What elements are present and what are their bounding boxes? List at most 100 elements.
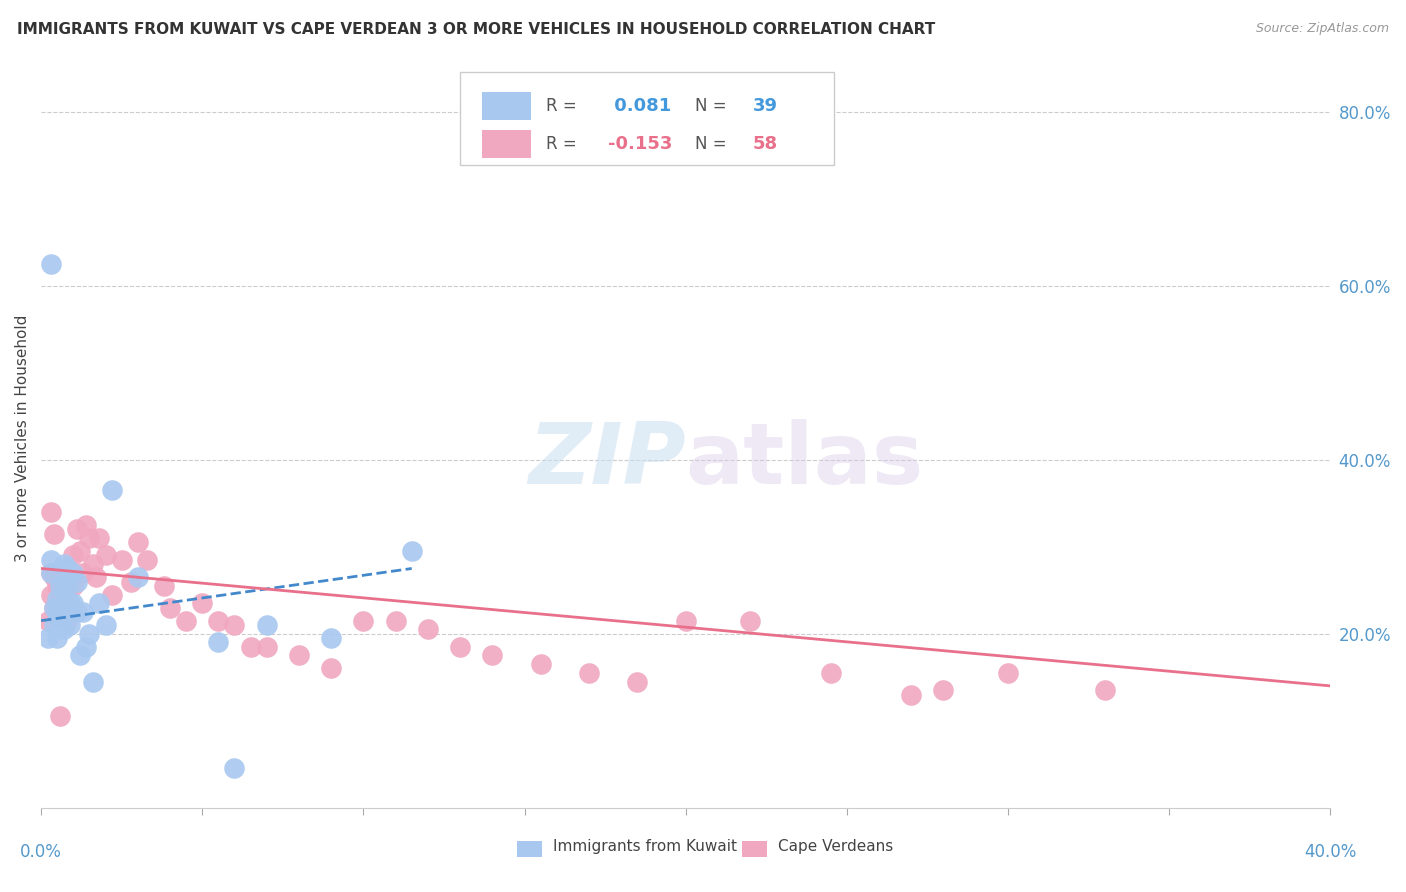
Point bbox=[87, 596, 110, 610]
Point bbox=[52, 623, 75, 637]
Point bbox=[75, 518, 97, 533]
Point bbox=[62, 549, 84, 563]
Point bbox=[72, 566, 94, 580]
Point bbox=[256, 640, 278, 654]
Point bbox=[384, 614, 406, 628]
Point bbox=[65, 574, 87, 589]
Point bbox=[82, 674, 104, 689]
Point bbox=[49, 579, 72, 593]
Point bbox=[65, 522, 87, 536]
Point bbox=[56, 583, 79, 598]
Point bbox=[56, 579, 79, 593]
Text: Cape Verdeans: Cape Verdeans bbox=[779, 839, 894, 855]
Text: ZIP: ZIP bbox=[529, 418, 686, 501]
Point bbox=[191, 596, 214, 610]
Point bbox=[101, 588, 124, 602]
Point bbox=[932, 683, 955, 698]
Point bbox=[62, 579, 84, 593]
Point bbox=[56, 614, 79, 628]
Text: IMMIGRANTS FROM KUWAIT VS CAPE VERDEAN 3 OR MORE VEHICLES IN HOUSEHOLD CORRELATI: IMMIGRANTS FROM KUWAIT VS CAPE VERDEAN 3… bbox=[17, 22, 935, 37]
Point bbox=[39, 588, 62, 602]
Point bbox=[224, 618, 246, 632]
Point bbox=[49, 591, 72, 606]
Point bbox=[42, 526, 65, 541]
Point bbox=[49, 600, 72, 615]
Point bbox=[46, 609, 69, 624]
Point bbox=[69, 544, 91, 558]
Point bbox=[42, 600, 65, 615]
Point bbox=[207, 614, 229, 628]
Point bbox=[49, 709, 72, 723]
Point bbox=[69, 648, 91, 663]
Point bbox=[62, 596, 84, 610]
Bar bbox=[482, 92, 531, 120]
Point bbox=[59, 600, 82, 615]
Point bbox=[111, 553, 134, 567]
Point bbox=[49, 614, 72, 628]
Text: 58: 58 bbox=[752, 135, 778, 153]
Point bbox=[449, 640, 471, 654]
Text: 0.081: 0.081 bbox=[609, 96, 672, 115]
Point bbox=[52, 557, 75, 571]
Point bbox=[82, 557, 104, 571]
Point bbox=[224, 762, 246, 776]
Point bbox=[59, 596, 82, 610]
Point bbox=[42, 570, 65, 584]
Point bbox=[401, 544, 423, 558]
Point bbox=[84, 570, 107, 584]
FancyBboxPatch shape bbox=[460, 72, 834, 165]
Point bbox=[207, 635, 229, 649]
Point bbox=[1094, 683, 1116, 698]
Point bbox=[152, 579, 174, 593]
Point bbox=[37, 631, 59, 645]
Point bbox=[120, 574, 142, 589]
Point bbox=[52, 605, 75, 619]
Point bbox=[46, 605, 69, 619]
Text: N =: N = bbox=[695, 135, 731, 153]
Point bbox=[79, 626, 101, 640]
Point bbox=[136, 553, 159, 567]
Point bbox=[46, 631, 69, 645]
Point bbox=[94, 618, 117, 632]
Point bbox=[42, 600, 65, 615]
Point bbox=[62, 566, 84, 580]
Point bbox=[65, 605, 87, 619]
Point bbox=[52, 596, 75, 610]
Point bbox=[72, 605, 94, 619]
Point bbox=[174, 614, 197, 628]
Point bbox=[37, 614, 59, 628]
Point bbox=[75, 640, 97, 654]
Text: 0.0%: 0.0% bbox=[20, 843, 62, 862]
Point bbox=[820, 665, 842, 680]
Point bbox=[416, 623, 439, 637]
Point bbox=[321, 661, 343, 675]
Point bbox=[52, 570, 75, 584]
Point bbox=[87, 531, 110, 545]
Point bbox=[530, 657, 553, 672]
Point bbox=[101, 483, 124, 498]
Point bbox=[481, 648, 503, 663]
Point bbox=[900, 688, 922, 702]
Point bbox=[46, 605, 69, 619]
Point bbox=[46, 579, 69, 593]
Point bbox=[42, 618, 65, 632]
Point bbox=[626, 674, 648, 689]
Point bbox=[321, 631, 343, 645]
Point bbox=[94, 549, 117, 563]
Text: N =: N = bbox=[695, 96, 731, 115]
Point bbox=[288, 648, 311, 663]
Y-axis label: 3 or more Vehicles in Household: 3 or more Vehicles in Household bbox=[15, 314, 30, 562]
Point bbox=[997, 665, 1019, 680]
Point bbox=[46, 591, 69, 606]
Text: 39: 39 bbox=[752, 96, 778, 115]
Text: 40.0%: 40.0% bbox=[1303, 843, 1357, 862]
Point bbox=[738, 614, 761, 628]
Text: R =: R = bbox=[547, 135, 582, 153]
Point bbox=[578, 665, 600, 680]
Text: R =: R = bbox=[547, 96, 582, 115]
Text: atlas: atlas bbox=[686, 418, 924, 501]
Point bbox=[239, 640, 262, 654]
Point bbox=[52, 579, 75, 593]
Point bbox=[39, 566, 62, 580]
Point bbox=[256, 618, 278, 632]
